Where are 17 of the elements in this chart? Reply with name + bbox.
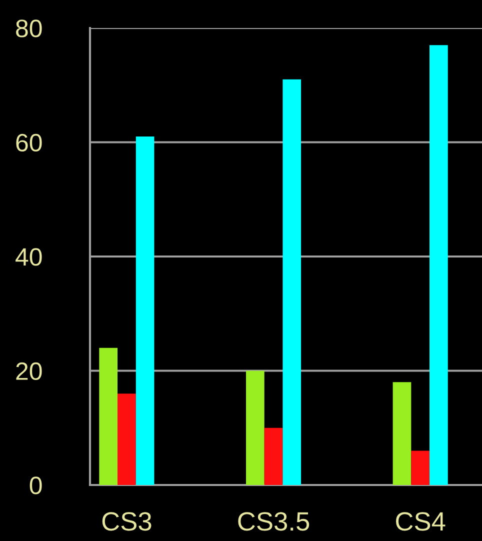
- y-tick-label: 20: [16, 362, 42, 380]
- bar: [264, 428, 283, 485]
- y-tick-label: 0: [30, 476, 42, 494]
- y-tick-label: 40: [16, 248, 42, 266]
- bar: [246, 370, 264, 485]
- bar: [118, 394, 136, 485]
- bar: [282, 79, 302, 485]
- x-tick-label: CS3: [102, 512, 152, 531]
- x-tick-label: CS4: [396, 512, 446, 531]
- x-tick-label: CS3.5: [238, 512, 310, 531]
- bar: [136, 136, 154, 485]
- bar: [392, 382, 412, 485]
- y-tick-label: 60: [16, 134, 42, 152]
- bar: [430, 45, 448, 485]
- bar: [411, 450, 430, 485]
- y-tick-label: 80: [16, 20, 42, 38]
- bar: [99, 348, 118, 485]
